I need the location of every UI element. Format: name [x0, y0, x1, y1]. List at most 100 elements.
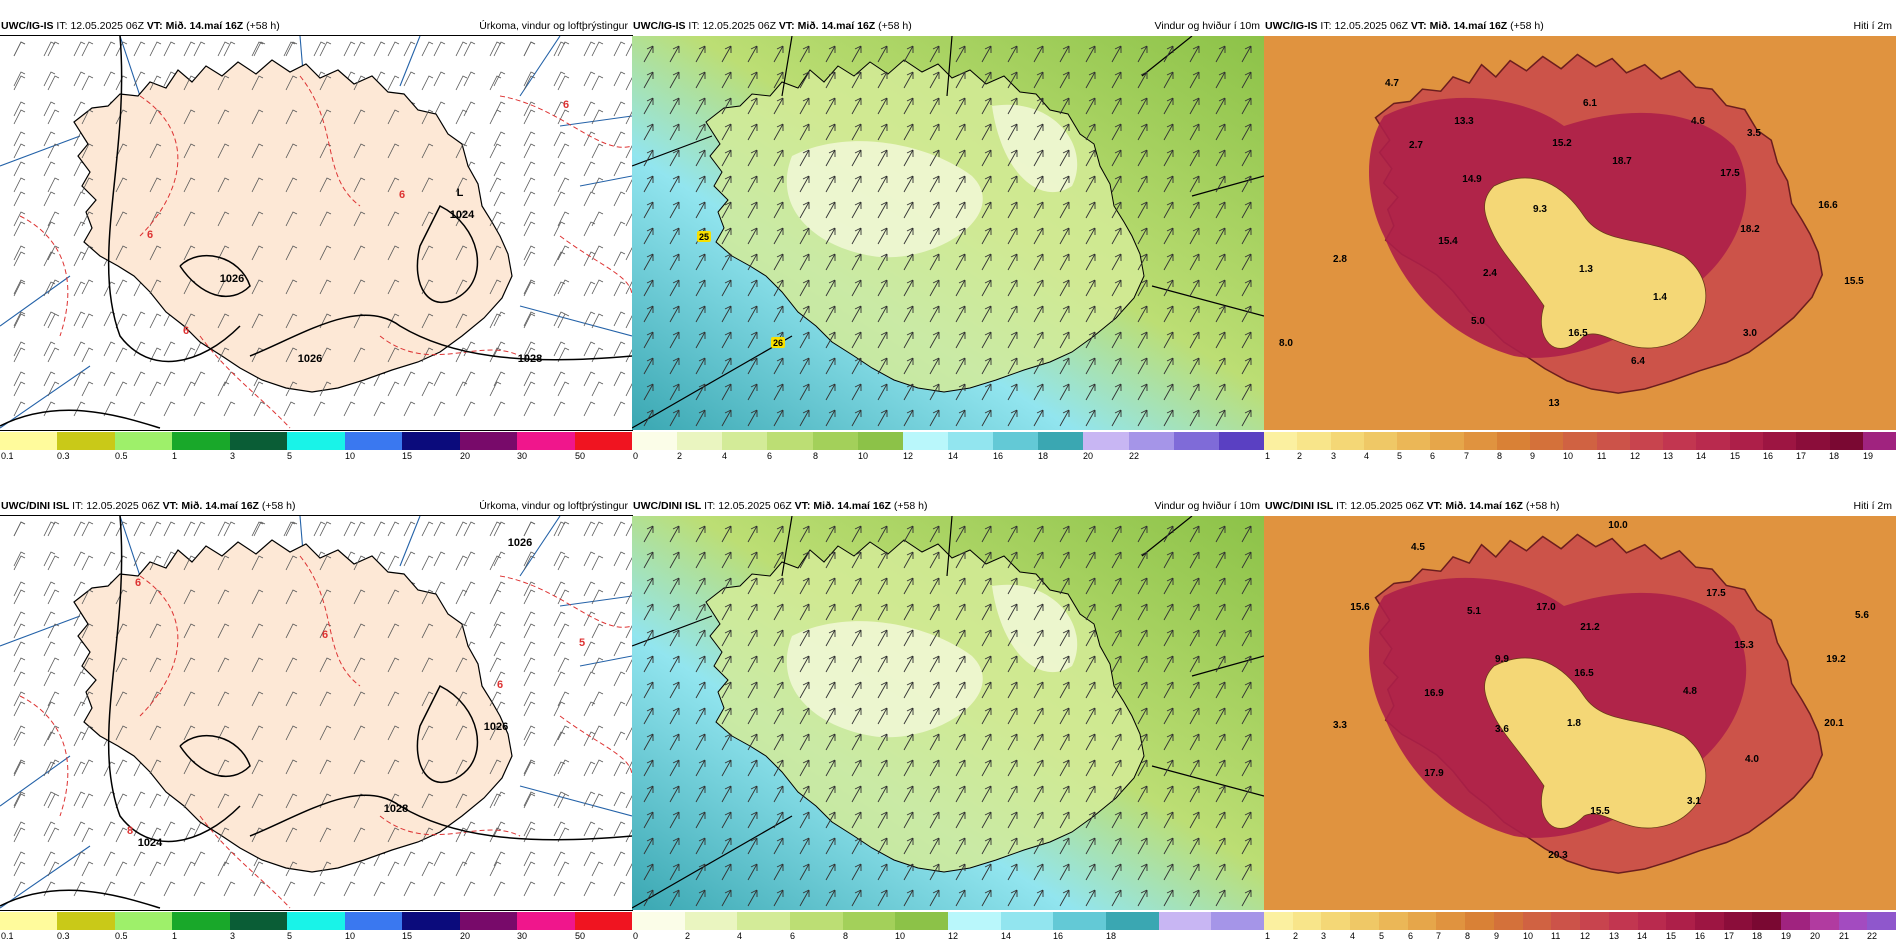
wind-barb: [455, 313, 468, 329]
color-swatch: [947, 432, 994, 450]
wind-arrow: [981, 837, 992, 855]
wind-barb: [183, 725, 196, 741]
temperature-value: 4.0: [1745, 754, 1759, 765]
wind-arrow: [851, 149, 862, 167]
wind-arrow: [669, 837, 680, 855]
wind-arrow: [981, 175, 992, 193]
wind-arrow: [721, 629, 732, 647]
wind-barb: [353, 41, 366, 57]
wind-arrow: [799, 707, 810, 725]
wind-arrow: [929, 525, 940, 543]
wind-barb: [115, 177, 128, 193]
wind-arrow: [695, 357, 706, 375]
wind-arrow: [1085, 331, 1096, 349]
temperature-value: 20.3: [1548, 850, 1568, 861]
wind-arrow: [851, 409, 862, 427]
wind-arrow: [877, 279, 888, 297]
scale-tick-label: 17: [1796, 451, 1807, 461]
temperature-value: 4.8: [1683, 686, 1697, 697]
color-swatch: [1218, 432, 1264, 450]
wind-barb: [523, 521, 536, 537]
wind-barb: [43, 311, 56, 327]
wind-arrow: [721, 45, 732, 63]
temperature-contours: [19, 75, 632, 429]
init-time: 12.05.2025 06Z: [702, 20, 776, 32]
wind-barb: [421, 725, 434, 741]
wind-barb: [149, 861, 162, 877]
wind-arrow: [955, 227, 966, 245]
scale-tick-label: 11: [1597, 451, 1607, 461]
wind-arrow: [669, 785, 680, 803]
color-swatch: [948, 912, 1001, 930]
wind-arrow: [1033, 201, 1044, 219]
wind-arrow: [669, 201, 680, 219]
wind-arrow: [1189, 525, 1200, 543]
wind-arrow: [721, 551, 732, 569]
wind-barb: [163, 341, 176, 357]
wind-barb: [387, 691, 400, 707]
wind-arrow: [1163, 71, 1174, 89]
wind-barb: [455, 347, 468, 363]
wind-arrow: [1007, 577, 1018, 595]
wind-barb: [493, 311, 506, 327]
wind-barb: [103, 521, 116, 537]
wind-arrow: [695, 577, 706, 595]
scale-tick-label: 22: [1129, 451, 1140, 461]
wind-barb: [319, 75, 332, 91]
wind-barb: [13, 731, 26, 747]
wind-arrow: [721, 603, 732, 621]
wind-arrow: [695, 149, 706, 167]
wind-arrow: [643, 733, 654, 751]
wind-map: [632, 516, 1264, 910]
wind-arrow: [955, 305, 966, 323]
wind-barb: [591, 793, 604, 809]
wind-arrow: [1111, 305, 1122, 323]
wind-arrow: [799, 383, 810, 401]
color-swatch: [737, 912, 791, 930]
wind-barb: [149, 381, 162, 397]
wind-arrow: [877, 681, 888, 699]
wind-arrow: [1189, 357, 1200, 375]
temperature-value: 18.2: [1740, 224, 1760, 235]
scale-tick-label: 18: [1106, 931, 1117, 941]
wind-barb: [115, 657, 128, 673]
temperature-value: 4.7: [1385, 78, 1399, 89]
wind-barb: [47, 211, 60, 227]
wind-arrow: [1111, 71, 1122, 89]
wind-barb: [13, 109, 26, 125]
wind-arrow: [1111, 629, 1122, 647]
wind-arrow: [929, 279, 940, 297]
wind-arrow: [1007, 409, 1018, 427]
gust-label: 25: [699, 232, 709, 242]
wind-barb: [73, 281, 86, 297]
wind-barb: [523, 851, 536, 867]
wind-arrow: [851, 97, 862, 115]
wind-barb: [493, 401, 506, 417]
wind-arrow: [1215, 305, 1226, 323]
wind-barb: [251, 725, 264, 741]
wind-arrow: [981, 733, 992, 751]
wind-arrow: [955, 577, 966, 595]
wind-barb: [523, 725, 536, 741]
wind-arrow: [799, 577, 810, 595]
wind-arrow: [851, 655, 862, 673]
wind-barb: [433, 581, 446, 597]
wind-arrow: [643, 525, 654, 543]
scale-tick-label: 3: [230, 451, 236, 461]
wind-arrow: [981, 603, 992, 621]
wind-barb: [13, 657, 26, 673]
scale-tick-label: 2: [1293, 931, 1299, 941]
wind-barb: [523, 827, 536, 843]
wind-barb: [591, 211, 604, 227]
wind-arrow: [877, 227, 888, 245]
color-swatch: [229, 432, 288, 450]
wind-arrow: [1189, 785, 1200, 803]
wind-arrow: [825, 681, 836, 699]
wind-barb: [625, 43, 632, 57]
wind-barb: [285, 521, 298, 537]
wind-arrow: [1059, 655, 1070, 673]
wind-arrow: [695, 733, 706, 751]
wind-arrow: [721, 707, 732, 725]
wind-arrow: [643, 305, 654, 323]
temperature-value: 2.8: [1333, 254, 1347, 265]
